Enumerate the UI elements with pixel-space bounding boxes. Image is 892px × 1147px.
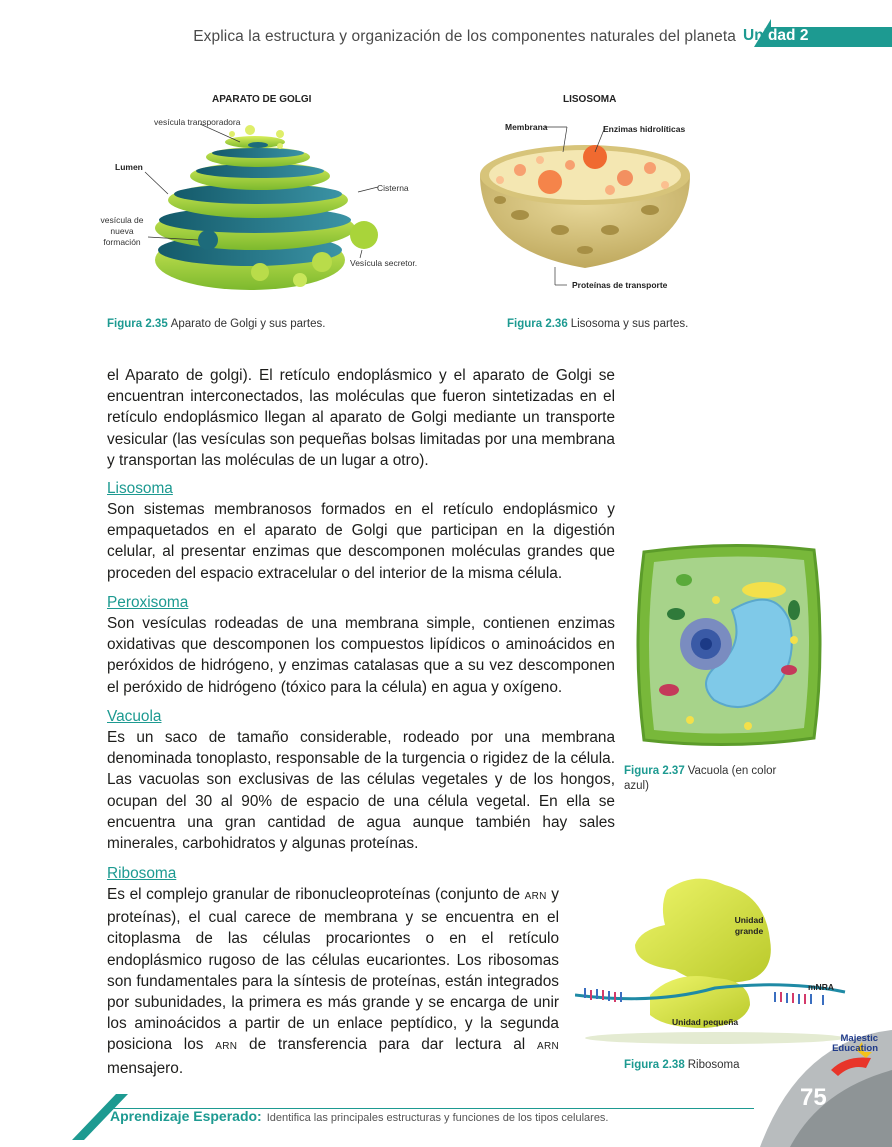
unit-label-prefix: Uni [743, 27, 768, 44]
golgi-label-new-vesicle-l2: nueva [110, 226, 134, 236]
ribosome-label-large-l2: grande [734, 926, 764, 936]
heading-vacuola: Vacuola [107, 708, 162, 725]
golgi-label-transport-vesicle: vesícula transporadora [154, 117, 241, 127]
lysosome-leader-lines [545, 126, 606, 286]
publisher-logo: Majestic Education [826, 1034, 878, 1054]
ribosome-label-mrna: mNRA [808, 982, 834, 992]
lysosome-label-proteins: Proteínas de transporte [572, 280, 668, 290]
ribosoma-sc-2: ARN [215, 1041, 238, 1053]
golgi-label-lumen: Lumen [115, 162, 143, 172]
golgi-label-secretory-vesicle: Vesícula secretor. [350, 258, 418, 268]
golgi-caption: Figura 2.35 Aparato de Golgi y sus partes… [107, 318, 325, 330]
footer-label: Aprendizaje Esperado: [110, 1108, 262, 1124]
plant-cell-illustration [636, 543, 822, 747]
footer-learning-outcome: Aprendizaje Esperado: Identifica las prin… [110, 1108, 609, 1124]
header-wedge [754, 19, 771, 47]
footer-rule [104, 1108, 754, 1109]
lysosome-caption-text: Lisosoma y sus partes. [570, 318, 689, 330]
lysosome-label-enzymes: Enzimas hidrolíticas [603, 124, 686, 134]
golgi-caption-text: Aparato de Golgi y sus partes. [170, 318, 326, 330]
lysosome-caption: Figura 2.36 Lisosoma y sus partes. [507, 318, 688, 330]
page-number: 75 [800, 1084, 827, 1111]
lysosome-caption-fig: Figura 2.36 [507, 318, 568, 330]
paragraph-lisosoma: Son sistemas membranosos formados en el … [107, 501, 615, 582]
lysosome-label-membrane: Membrana [505, 122, 548, 132]
running-title: Explica la estructura y organización de … [193, 28, 736, 45]
ribosome-label-large: Unidad grande [724, 915, 774, 937]
paragraph-ribosoma: Es el complejo granular de ribonucleopro… [107, 884, 559, 1079]
golgi-label-new-vesicle: vesícula de nueva formación [94, 215, 150, 248]
vacuole-caption-text: Vacuola (en color azul) [624, 765, 777, 792]
golgi-title: APARATO DE GOLGI [212, 94, 312, 105]
lysosome-illustration [480, 145, 690, 268]
ribosome-label-small: Unidad pequeña [672, 1017, 739, 1027]
heading-lisosoma: Lisosoma [107, 480, 173, 497]
ribosoma-text-1: Es el complejo granular de ribonucleopro… [107, 886, 525, 903]
golgi-label-new-vesicle-l1: vesícula de [100, 215, 144, 225]
paragraph-peroxisoma: Son vesículas rodeadas de una membrana s… [107, 615, 615, 696]
golgi-label-cisterna: Cisterna [377, 183, 409, 193]
logo-swoosh-icon [831, 1042, 872, 1076]
header-bar [770, 27, 892, 47]
ribosoma-sc-1: ARN [524, 891, 547, 902]
ribosome-illustration [575, 878, 846, 1044]
golgi-illustration [144, 123, 379, 290]
golgi-caption-fig: Figura 2.35 [107, 318, 168, 330]
ribosome-caption-fig: Figura 2.38 [624, 1059, 685, 1071]
ribosoma-text-3: de transferencia para dar lectura al [237, 1036, 537, 1054]
unit-label-rest: dad 2 [767, 27, 809, 44]
vacuole-caption: Figura 2.37 Vacuola (en color azul) [624, 764, 794, 794]
vacuole-caption-fig: Figura 2.37 [624, 765, 685, 777]
publisher-logo-line1: Majestic [840, 1033, 879, 1044]
ribosoma-sc-3: ARN [536, 1041, 559, 1053]
lysosome-title: LISOSOMA [563, 94, 617, 105]
heading-ribosoma: Ribosoma [107, 865, 177, 882]
intro-paragraph: el Aparato de golgi). El retículo endopl… [107, 367, 615, 469]
ribosome-caption-text: Ribosoma [687, 1059, 740, 1071]
footer-slash [72, 1094, 128, 1140]
golgi-label-new-vesicle-l3: formación [103, 237, 141, 247]
ribosome-caption: Figura 2.38 Ribosoma [624, 1059, 740, 1071]
footer-description: Identifica las principales estructuras y… [266, 1112, 609, 1124]
paragraph-vacuola: Es un saco de tamaño considerable, rodea… [107, 729, 615, 853]
unit-label: Unidad 2 [743, 27, 808, 45]
ribosoma-text-2: y proteínas), el cual carece de membrana… [107, 886, 559, 1054]
heading-peroxisoma: Peroxisoma [107, 594, 189, 611]
ribosome-label-large-l1: Unidad [734, 915, 764, 925]
publisher-logo-line2: Education [832, 1043, 878, 1054]
ribosoma-text-4: mensajero. [107, 1059, 184, 1077]
